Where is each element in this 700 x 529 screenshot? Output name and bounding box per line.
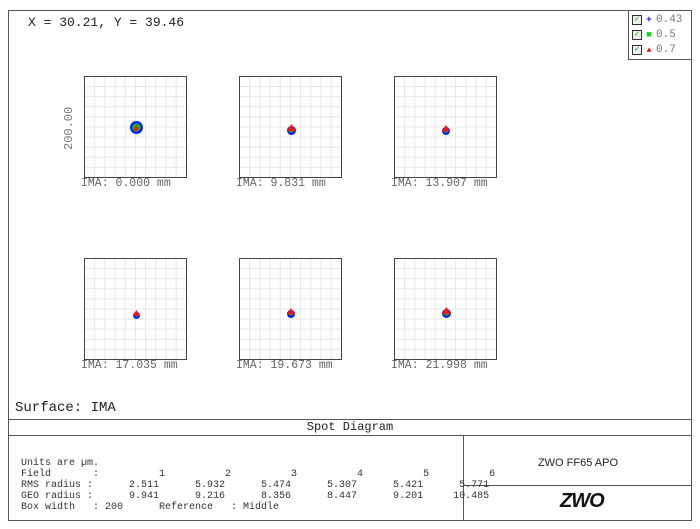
checkbox-icon[interactable]: ✓	[632, 30, 642, 40]
box-width-row: Box width : 200 Reference : Middle	[21, 502, 280, 513]
spot-box	[394, 258, 497, 360]
spot-box	[239, 76, 342, 178]
spot-red	[287, 308, 295, 315]
spot-red	[132, 309, 140, 316]
divider	[8, 435, 692, 436]
divider	[463, 435, 464, 521]
divider	[463, 485, 692, 486]
info-block: Units are µm. Field : 1 2 3 4 5 6 RMS radi…	[21, 458, 495, 513]
field-label: IMA: 19.673 mm	[236, 359, 333, 372]
legend-item[interactable]: ✓ ■ 0.5	[632, 28, 676, 42]
spot-marks	[132, 306, 141, 324]
y-axis-label: 200.00	[62, 106, 76, 150]
legend-item[interactable]: ✓ ▲ 0.7	[632, 43, 676, 57]
spot-box	[394, 76, 497, 178]
divider	[8, 419, 692, 420]
spot-marks	[441, 122, 451, 140]
product-name: ZWO FF65 APO	[537, 457, 619, 469]
legend-label: 0.5	[656, 29, 676, 41]
field-label: IMA: 13.907 mm	[391, 177, 488, 190]
triangle-marker-icon: ▲	[646, 45, 652, 55]
spot-red	[133, 123, 139, 130]
plot-frame	[8, 10, 692, 521]
plus-marker-icon: +	[646, 15, 652, 25]
geo-row: GEO radius : 9.941 9.216 8.356 8.447 9.2…	[21, 491, 490, 502]
field-label: IMA: 0.000 mm	[81, 177, 171, 190]
spot-box	[84, 76, 187, 178]
field-row: Field : 1 2 3 4 5 6	[21, 469, 496, 480]
field-label: IMA: 9.831 mm	[236, 177, 326, 190]
coordinate-readout: X = 30.21, Y = 39.46	[28, 15, 185, 30]
spot-marks	[286, 122, 297, 140]
surface-label: Surface: IMA	[15, 400, 116, 416]
chart-title: Spot Diagram	[306, 420, 394, 434]
spot-box	[84, 258, 187, 360]
spot-red	[286, 123, 296, 131]
legend-label: 0.7	[656, 44, 676, 56]
spot-marks	[129, 120, 143, 139]
legend: ✓ +0.43 ✓ ■ 0.5 ✓ ▲ 0.7	[628, 10, 692, 60]
units-text: Units are µm.	[21, 458, 100, 469]
spot-red	[441, 306, 451, 314]
spot-marks	[286, 305, 296, 323]
field-label: IMA: 17.035 mm	[81, 359, 178, 372]
zwo-logo: ZWO	[560, 490, 605, 512]
square-marker-icon: ■	[646, 30, 652, 40]
legend-label: 0.43	[656, 14, 683, 26]
spot-box	[239, 258, 342, 360]
checkbox-icon[interactable]: ✓	[632, 15, 642, 25]
rms-row: RMS radius : 2.511 5.932 5.474 5.307 5.4…	[21, 480, 490, 491]
spot-red	[442, 125, 450, 132]
legend-item[interactable]: ✓ +0.43	[632, 13, 682, 27]
spot-marks	[441, 305, 452, 323]
field-label: IMA: 21.998 mm	[391, 359, 488, 372]
checkbox-icon[interactable]: ✓	[632, 45, 642, 55]
